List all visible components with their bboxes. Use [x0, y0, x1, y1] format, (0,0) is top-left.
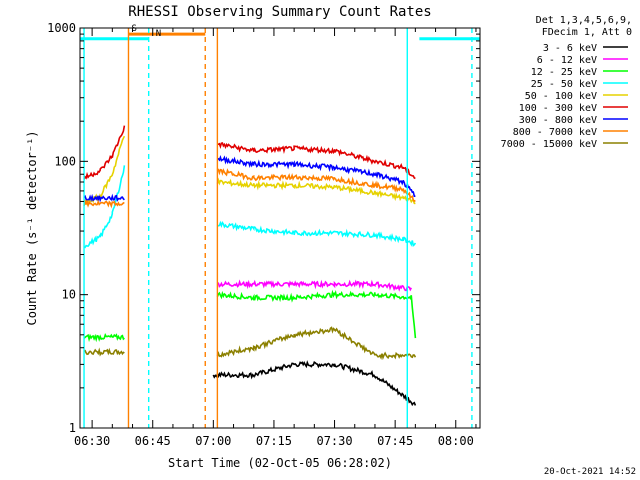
legend: Det 1,3,4,5,6,9,FDecim 1, Att 0 3 - 6 keV… [501, 15, 632, 150]
series-line-100-300-kev [83, 125, 126, 180]
series-line-25-50-kev [217, 220, 417, 247]
footer-timestamp: 20-Oct-2021 14:52 [544, 467, 636, 477]
x-tick-label-07-15: 07:15 [256, 434, 292, 448]
x-tick-label-06-45: 06:45 [135, 434, 171, 448]
y-tick-label-1000: 1000 [47, 21, 76, 35]
series-line-50-100-kev [216, 177, 416, 205]
legend-label-3-6-kev: 3 - 6 keV [543, 43, 597, 54]
legend-label-800-7000-kev: 800 - 7000 keV [513, 127, 597, 138]
legend-label-50-100-kev: 50 - 100 keV [525, 91, 597, 102]
series-line-800-7000-kev [83, 199, 125, 209]
y-axis-label: Count Rate (s⁻¹ detector⁻¹) [25, 130, 39, 325]
vertical-markers [83, 28, 473, 428]
series-line-12-25-kev [216, 289, 417, 339]
series-line-25-50-kev [83, 165, 126, 249]
x-axis-label: Start Time (02-Oct-05 06:28:02) [168, 456, 392, 470]
legend-label-300-800-kev: 300 - 800 keV [519, 115, 597, 126]
series-line-100-300-kev [217, 142, 416, 180]
legend-label-25-50-kev: 25 - 50 keV [531, 79, 597, 90]
series-line-12-25-kev [83, 333, 125, 343]
x-tick-label-07-00: 07:00 [195, 434, 231, 448]
series-group [83, 125, 417, 407]
series-line-300-800-kev [83, 193, 125, 203]
y-tick-label-10: 10 [62, 288, 76, 302]
y-axis: 1 10 100 1000 [47, 21, 480, 435]
legend-label-6-12-kev: 6 - 12 keV [537, 55, 597, 66]
x-tick-label-06-30: 06:30 [74, 434, 110, 448]
legend-header-0: Det 1,3,4,5,6,9, [536, 15, 632, 26]
flag-bar-label-s: S [131, 24, 136, 34]
legend-header-1: FDecim 1, Att 0 [542, 27, 632, 38]
x-tick-label-08-00: 08:00 [438, 434, 474, 448]
chart-title: RHESSI Observing Summary Count Rates [128, 4, 431, 20]
x-tick-label-07-45: 07:45 [377, 434, 413, 448]
series-line-3-6-kev [212, 360, 417, 407]
legend-label-12-25-kev: 12 - 25 keV [531, 67, 597, 78]
x-tick-label-07-30: 07:30 [316, 434, 352, 448]
series-line-7000-15000-kev [216, 326, 417, 361]
series-line-300-800-kev [217, 154, 416, 197]
legend-label-7000-15000-kev: 7000 - 15000 keV [501, 139, 597, 150]
flag-bar-label-n: N [156, 29, 161, 39]
series-line-7000-15000-kev [83, 347, 125, 357]
x-axis: 06:30 06:45 07:00 07:15 07:30 07:45 08:00 [74, 28, 477, 448]
y-tick-label-100: 100 [54, 154, 76, 168]
plot-frame [79, 27, 481, 429]
series-line-800-7000-kev [216, 168, 416, 203]
y-tick-label-1: 1 [69, 421, 76, 435]
legend-label-100-300-kev: 100 - 300 keV [519, 103, 597, 114]
series-line-6-12-kev [216, 279, 412, 292]
